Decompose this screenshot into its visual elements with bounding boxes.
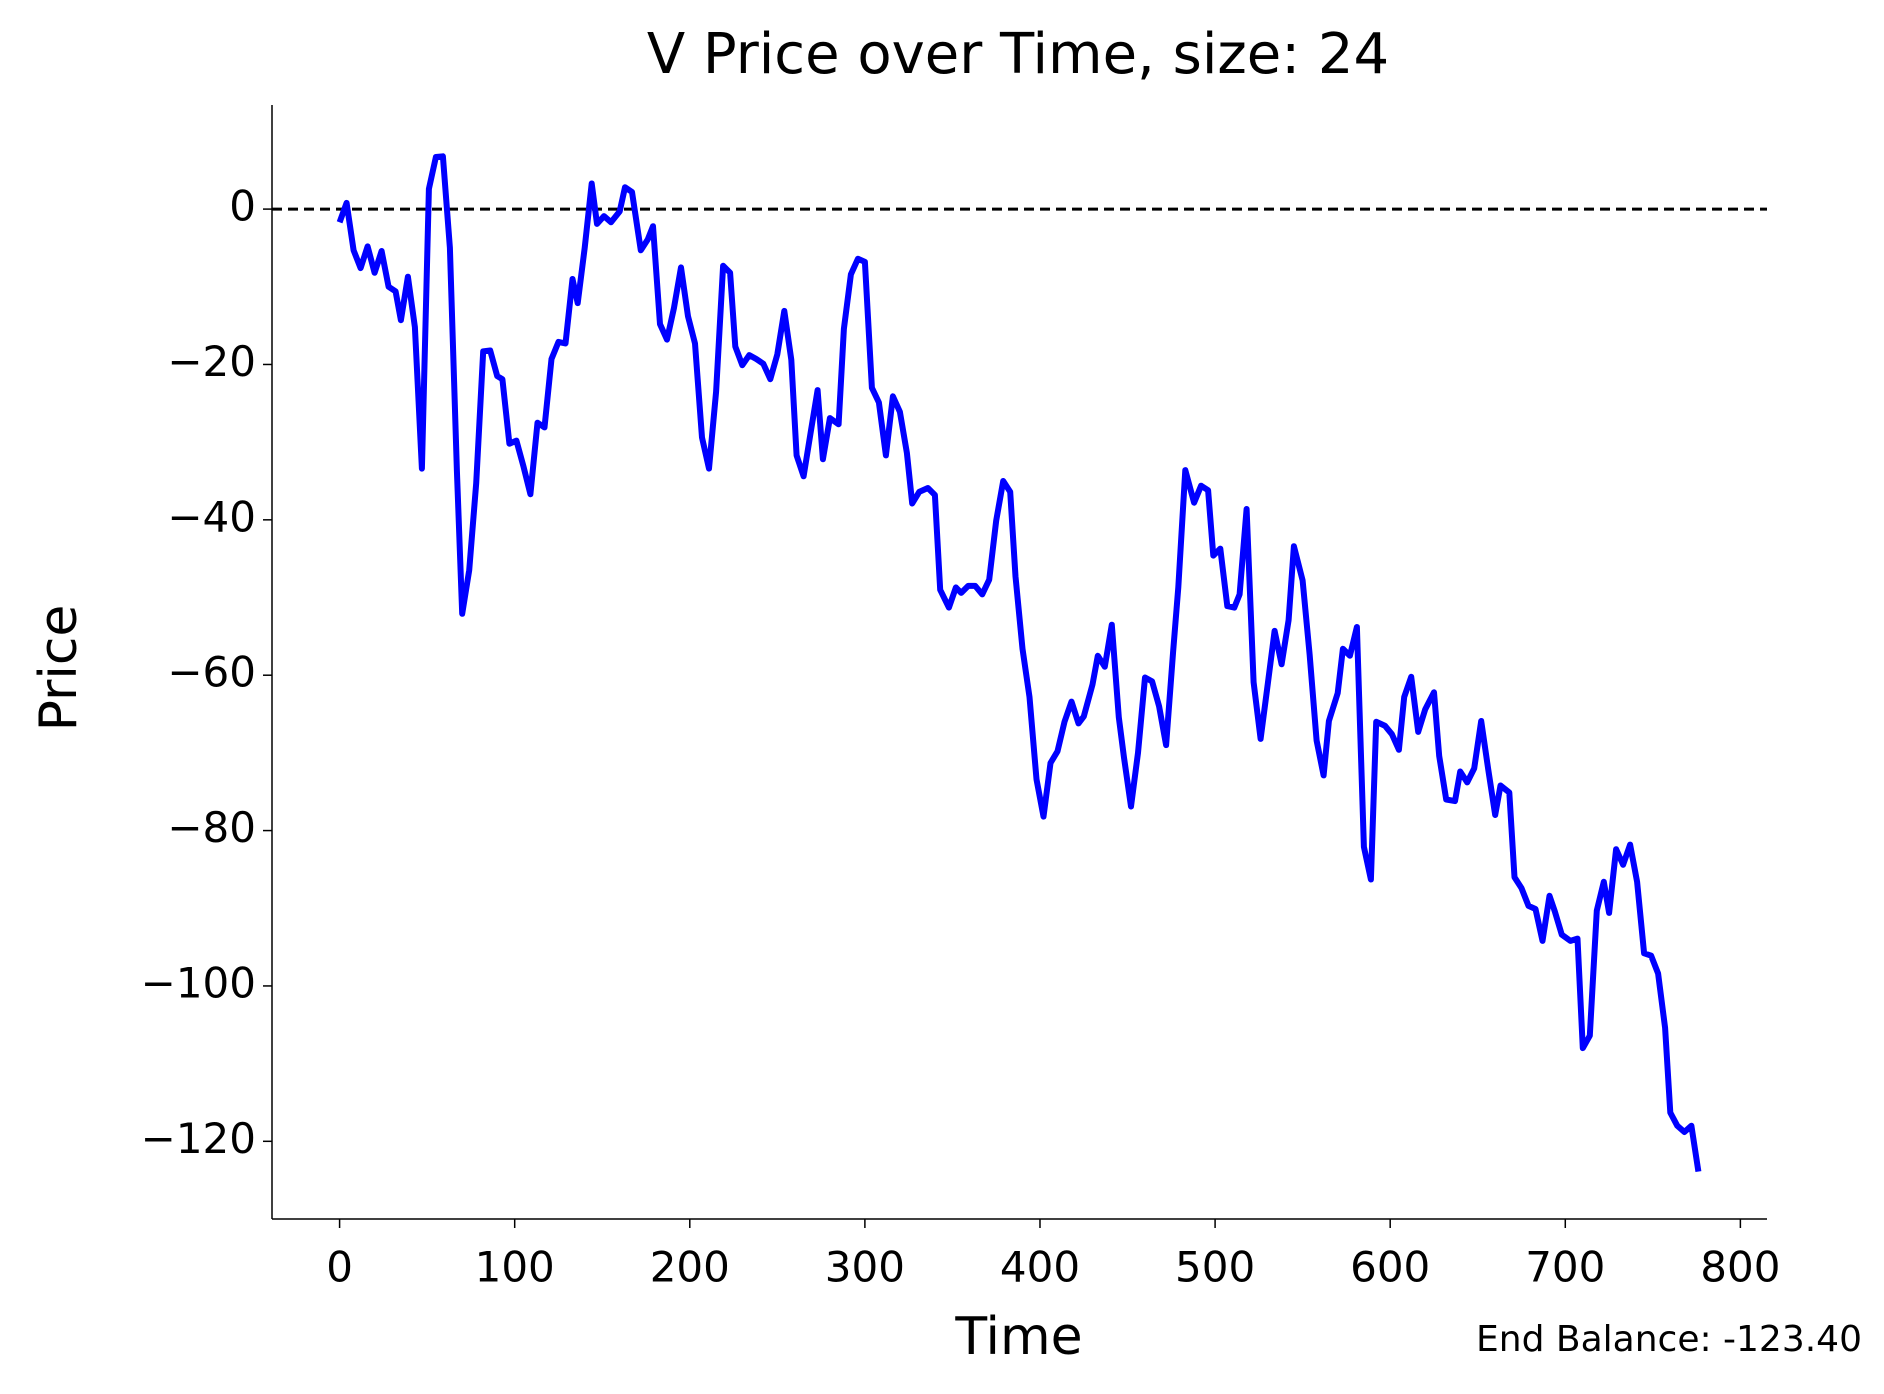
x-tick-label: 700 <box>1525 1243 1605 1292</box>
y-axis-label: Price <box>29 605 89 732</box>
y-tick-label: −80 <box>167 803 256 852</box>
x-tick-label: 800 <box>1700 1243 1780 1292</box>
y-tick-label: −20 <box>167 337 256 386</box>
price-line <box>336 153 1702 1173</box>
y-tick-label: −100 <box>141 958 256 1007</box>
annotation: End Balance: -123.40 <box>1476 1319 1862 1360</box>
x-axis-label: Time <box>954 1307 1082 1367</box>
x-tick-label: 400 <box>1000 1243 1080 1292</box>
x-tick-label: 0 <box>326 1243 353 1292</box>
x-tick-label: 500 <box>1175 1243 1255 1292</box>
chart-title: V Price over Time, size: 24 <box>647 22 1389 87</box>
y-tick-label: −40 <box>167 492 256 541</box>
y-tick-label: −120 <box>141 1114 256 1163</box>
y-tick-label: −60 <box>167 648 256 697</box>
y-tick-label: 0 <box>229 182 256 231</box>
x-tick-label: 200 <box>650 1243 730 1292</box>
x-tick-label: 100 <box>475 1243 555 1292</box>
x-tick-label: 300 <box>825 1243 905 1292</box>
x-tick-label: 600 <box>1350 1243 1430 1292</box>
